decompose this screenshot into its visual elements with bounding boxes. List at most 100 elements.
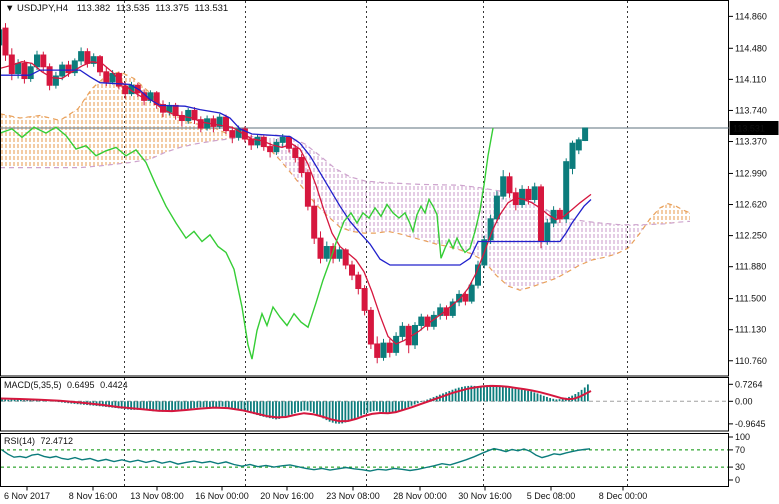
rsi-axis[interactable]: 100 70 30 0 — [728, 432, 751, 485]
candle-body — [21, 62, 28, 80]
cloud-fill — [1, 71, 242, 168]
rsi-axis-label: 0 — [735, 475, 740, 485]
price-axis-label: 114.110 — [735, 74, 766, 84]
candle-body — [519, 188, 526, 206]
ichimoku-lines — [1, 61, 592, 360]
ohlc-open: 113.382 — [77, 3, 111, 14]
candle-body — [563, 161, 570, 220]
candle-body — [34, 54, 40, 68]
candle-body — [317, 237, 324, 259]
macd-plot — [1, 384, 728, 424]
candle-body — [78, 51, 85, 62]
price-axis-label: 114.480 — [735, 43, 767, 53]
chart-title: USDJPY,H4 113.382 113.535 113.375 113.53… — [17, 3, 228, 14]
candle-body — [90, 56, 97, 64]
macd-signal-line — [1, 384, 592, 423]
candle-body — [109, 72, 116, 83]
rsi-axis-label: 100 — [735, 432, 750, 442]
candle-body — [386, 342, 393, 353]
price-axis-label: 110.760 — [735, 356, 767, 366]
candle-body — [254, 136, 261, 146]
chikou-span-line — [1, 126, 494, 360]
candle-body — [500, 176, 507, 197]
candle-body — [248, 138, 255, 146]
candle-body — [531, 186, 538, 200]
macd-axis-label: 0.00 — [735, 396, 753, 406]
price-axis-label: 112.990 — [735, 168, 767, 178]
rsi-axis-label: 70 — [735, 445, 745, 455]
candle-body — [304, 172, 311, 207]
candle-body — [15, 62, 22, 74]
candle-body — [185, 109, 192, 122]
cloud-fill — [646, 203, 690, 225]
candle-body — [229, 130, 236, 138]
candles — [1, 23, 589, 364]
candle-body — [1, 29, 3, 46]
price-axis-label: 112.620 — [735, 200, 767, 210]
candle-body — [2, 27, 9, 56]
macd-axis[interactable]: 0.7264 0.00 -0.9645 — [728, 379, 766, 429]
candle-body — [27, 66, 34, 80]
candle-body — [279, 136, 286, 143]
candle-body — [286, 136, 292, 149]
rsi-line — [1, 447, 591, 472]
candle-body — [40, 54, 47, 68]
candle-body — [210, 118, 217, 127]
candle-body — [361, 288, 368, 311]
candle-body — [178, 114, 185, 122]
candle-body — [216, 116, 223, 127]
macd-label: MACD(5,35,5) 0.6495 0.4424 — [4, 380, 128, 390]
candle-body — [569, 142, 576, 169]
price-axis-label: 114.860 — [735, 11, 767, 21]
price-axis-label: 111.880 — [735, 262, 766, 272]
candle-body — [374, 343, 381, 358]
candle-body — [468, 284, 475, 302]
candle-body — [336, 249, 343, 259]
candle-body — [103, 71, 110, 83]
svg-text:113.531: 113.531 — [733, 124, 765, 134]
candle-body — [449, 301, 456, 316]
candle-body — [267, 146, 274, 153]
symbol-period-label: USDJPY,H4 — [17, 3, 68, 14]
price-axis-label: 111.130 — [735, 325, 766, 335]
candle-body — [506, 176, 513, 194]
candle-body — [456, 293, 463, 303]
time-axis-label: 5 Dec 08:00 — [527, 491, 576, 501]
price-axis-label: 112.250 — [735, 231, 767, 241]
candle-body — [418, 316, 425, 326]
ohlc-low: 113.375 — [155, 3, 189, 14]
price-axis-label: 113.740 — [735, 105, 767, 115]
time-axis-label: 8 Nov 16:00 — [69, 491, 118, 501]
time-axis-label: 8 Dec 00:00 — [599, 491, 648, 501]
candle-body — [349, 264, 355, 276]
rsi-plot — [1, 447, 728, 472]
price-axis-label: 111.500 — [735, 294, 766, 304]
kijun-sen-line — [1, 69, 592, 266]
candle-body — [342, 249, 349, 266]
price-axis[interactable]: 114.860 114.480 114.110 113.740 113.370 112.9… — [728, 11, 767, 366]
candle-body — [399, 325, 406, 337]
symbol-dropdown-arrow[interactable]: ▼ — [5, 3, 14, 14]
candle-body — [323, 246, 330, 259]
price-axis-label: 113.370 — [735, 137, 767, 147]
ohlc-close: 113.531 — [195, 3, 229, 14]
time-axis[interactable]: 6 Nov 2017 8 Nov 16:00 13 Nov 08:00 16 Nov … — [4, 487, 647, 501]
time-axis-label: 6 Nov 2017 — [4, 491, 50, 501]
candle-body — [71, 60, 78, 74]
cloud-fill — [242, 134, 646, 291]
candle-body — [197, 119, 204, 129]
ohlc-high: 113.535 — [116, 3, 150, 14]
macd-axis-label: 0.7264 — [735, 379, 763, 389]
candle-body — [405, 325, 412, 346]
candle-body — [380, 342, 387, 358]
candle-body — [582, 127, 589, 142]
candle-body — [544, 222, 551, 242]
candle-body — [292, 147, 299, 158]
candle-body — [538, 186, 544, 242]
candle-body — [556, 209, 563, 220]
candle-body — [525, 188, 532, 200]
candle-body — [493, 195, 500, 220]
time-axis-label: 20 Nov 16:00 — [260, 491, 314, 501]
rsi-label: RSI(14) 72.4712 — [4, 436, 73, 446]
